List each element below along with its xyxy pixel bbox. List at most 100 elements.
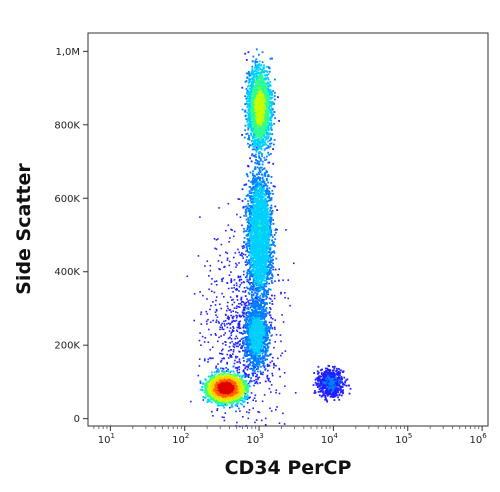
density-point	[249, 216, 252, 218]
density-point	[321, 379, 324, 382]
density-point	[267, 288, 270, 290]
density-point	[336, 369, 339, 372]
density-point	[221, 280, 223, 283]
density-point	[261, 188, 264, 190]
density-point	[272, 193, 274, 195]
density-point	[233, 230, 236, 233]
density-point	[261, 176, 264, 179]
density-point	[316, 370, 319, 373]
density-point	[238, 321, 240, 323]
density-point	[267, 369, 269, 372]
density-point	[254, 207, 256, 210]
density-point	[263, 156, 266, 159]
density-point	[268, 193, 270, 196]
density-point	[260, 299, 263, 302]
density-point	[342, 383, 345, 386]
density-point	[254, 200, 257, 203]
density-point	[253, 230, 256, 233]
density-point	[262, 257, 264, 259]
density-point	[233, 301, 236, 304]
density-point	[249, 361, 252, 364]
density-point	[224, 324, 226, 327]
density-point	[272, 255, 275, 258]
density-point	[262, 278, 264, 281]
density-point	[259, 214, 262, 216]
density-point	[241, 346, 243, 348]
density-point	[265, 280, 267, 283]
density-point	[227, 202, 230, 205]
density-point	[215, 284, 218, 286]
density-point	[259, 219, 262, 221]
density-point	[228, 330, 231, 332]
density-point	[252, 185, 255, 188]
density-point	[258, 244, 260, 247]
density-point	[229, 327, 232, 329]
density-point	[270, 182, 273, 184]
density-point	[229, 342, 231, 344]
density-point	[251, 283, 254, 285]
density-point	[328, 376, 330, 378]
density-point	[260, 270, 263, 273]
density-point	[272, 262, 274, 265]
density-point	[247, 203, 250, 205]
density-point	[342, 389, 344, 392]
density-point	[255, 251, 257, 254]
density-point	[252, 234, 255, 237]
density-point	[262, 193, 265, 195]
density-point	[335, 367, 338, 370]
density-point	[268, 377, 270, 380]
density-point	[221, 367, 224, 370]
density-point	[252, 203, 255, 206]
density-point	[232, 298, 234, 301]
density-point	[246, 304, 248, 307]
density-point	[326, 394, 329, 397]
density-point	[238, 331, 241, 334]
density-point	[262, 211, 265, 214]
density-point	[338, 379, 340, 382]
density-point	[271, 259, 273, 262]
density-point	[247, 375, 249, 378]
density-point	[255, 203, 258, 206]
density-point	[258, 298, 260, 301]
density-point	[273, 252, 276, 254]
density-point	[226, 326, 229, 329]
density-point	[260, 188, 262, 191]
density-point	[338, 398, 341, 401]
density-point	[209, 348, 211, 351]
density-point	[266, 252, 269, 255]
density-point	[261, 203, 263, 206]
density-point	[255, 246, 258, 249]
density-point	[254, 194, 257, 197]
density-point	[247, 354, 250, 356]
density-point	[236, 342, 238, 345]
density-point	[266, 375, 268, 378]
density-point	[252, 277, 255, 280]
density-point	[339, 371, 341, 374]
density-point	[330, 376, 333, 378]
density-point	[262, 137, 265, 140]
density-point	[256, 243, 258, 246]
density-point	[227, 301, 229, 304]
density-point	[228, 317, 230, 319]
density-point	[249, 206, 252, 208]
density-point	[332, 388, 334, 390]
density-point	[231, 229, 233, 231]
density-point	[267, 254, 269, 257]
density-point	[238, 327, 241, 330]
density-point	[257, 214, 260, 217]
density-point	[329, 383, 331, 385]
density-point	[318, 379, 321, 382]
density-point	[226, 361, 228, 364]
density-point	[269, 222, 272, 225]
density-point	[211, 410, 213, 413]
density-point	[316, 376, 319, 379]
density-point	[260, 210, 263, 213]
density-point	[280, 292, 282, 295]
density-point	[254, 382, 256, 384]
density-point	[264, 267, 267, 270]
density-point	[248, 225, 251, 228]
density-point	[232, 317, 234, 320]
density-point	[265, 158, 268, 161]
density-point	[268, 297, 271, 300]
density-point	[271, 281, 273, 284]
